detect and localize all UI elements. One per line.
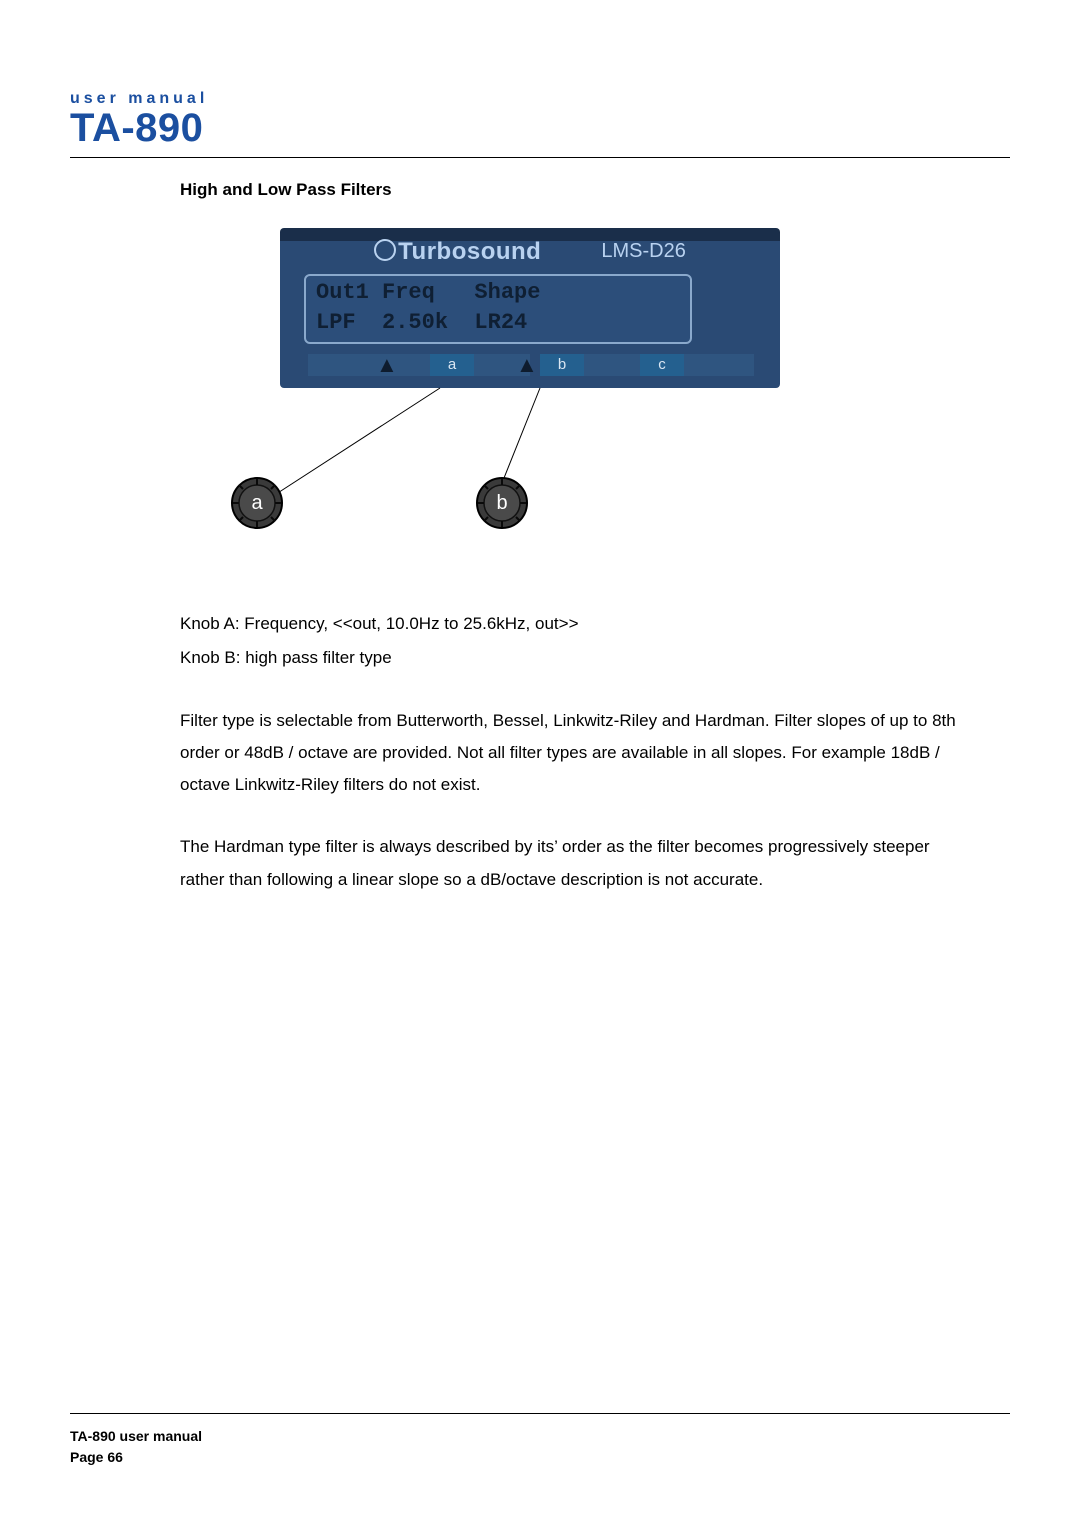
lcd-diagram: TurbosoundLMS-D26 Out1 Freq Shape LPF 2.… <box>230 228 790 558</box>
knob-a-label: a <box>230 476 284 530</box>
footer-line-1: TA-890 user manual <box>70 1426 1010 1447</box>
paragraph-1: Filter type is selectable from Butterwor… <box>180 705 970 802</box>
knob-a-caption: Knob A: Frequency, <<out, 10.0Hz to 25.6… <box>180 608 970 640</box>
page-footer: TA-890 user manual Page 66 <box>70 1413 1010 1468</box>
paragraph-2: The Hardman type filter is always descri… <box>180 831 970 896</box>
body-text: Knob A: Frequency, <<out, 10.0Hz to 25.6… <box>180 608 970 896</box>
section-title: High and Low Pass Filters <box>180 180 970 200</box>
content-area: High and Low Pass Filters TurbosoundLMS-… <box>180 180 970 896</box>
knob-b: b <box>475 476 529 530</box>
page-header: user manual TA-890 <box>70 90 1010 158</box>
knob-b-caption: Knob B: high pass filter type <box>180 642 970 674</box>
header-model: TA-890 <box>70 106 1010 151</box>
footer-line-2: Page 66 <box>70 1447 1010 1468</box>
knob-a: a <box>230 476 284 530</box>
knob-b-label: b <box>475 476 529 530</box>
